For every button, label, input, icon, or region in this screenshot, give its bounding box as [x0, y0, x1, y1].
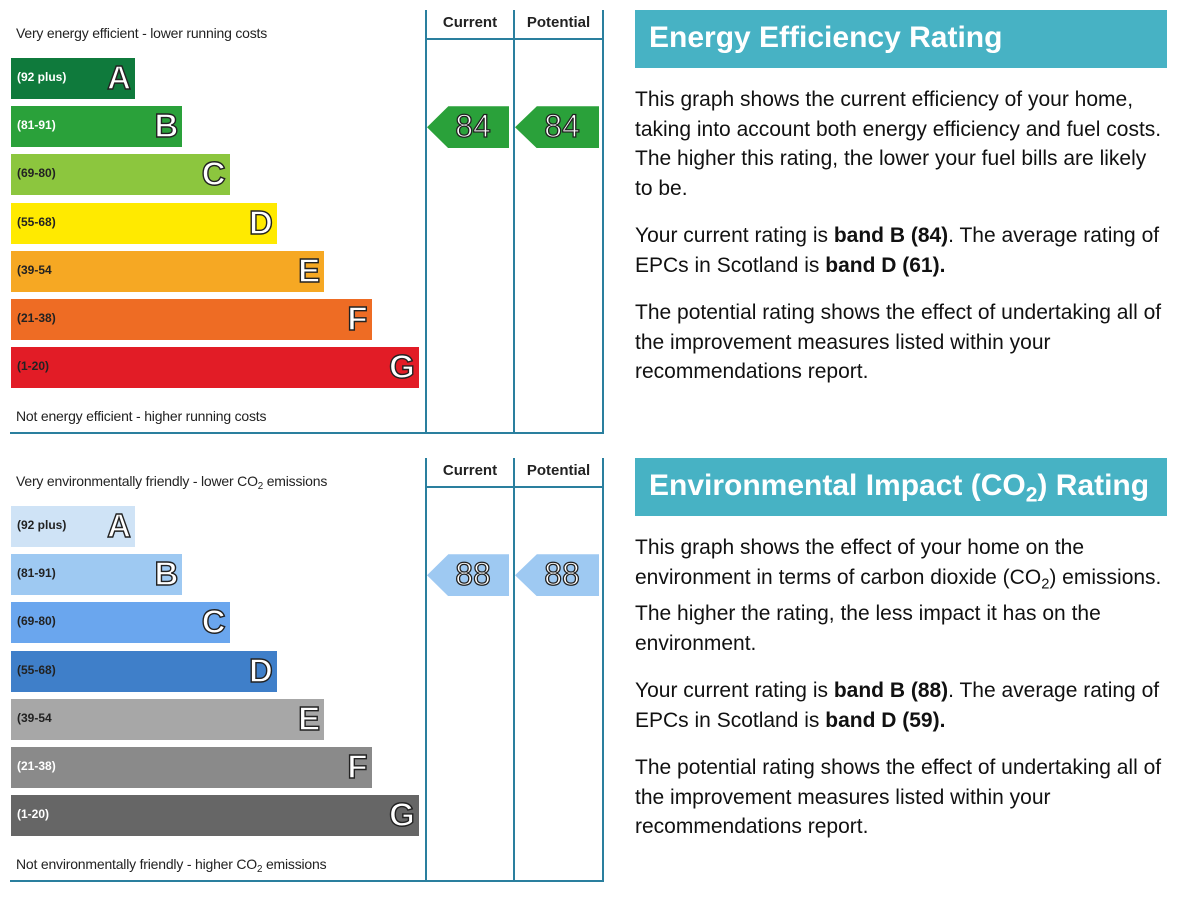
band-e-bar: (39-54 E: [11, 698, 325, 740]
band-d-bar: (55-68) D: [11, 650, 277, 692]
band-g-range: (1-20): [17, 359, 50, 374]
energy-top-caption: Very energy efficient - lower running co…: [16, 25, 268, 41]
environment-heading: Environmental Impact (CO2) Rating: [635, 458, 1167, 516]
band-b-letter: B: [154, 106, 179, 145]
band-a-bar: (92 plus) A: [11, 58, 135, 99]
environment-top-caption: Very environmentally friendly - lower CO…: [16, 473, 328, 492]
environment-potential-value: 88: [544, 556, 581, 593]
environment-paragraph-3: The potential rating shows the effect of…: [635, 756, 1162, 839]
energy-chart-frame: [10, 10, 604, 434]
band-b-bar: (81-91) B: [11, 106, 183, 148]
band-g-letter: G: [388, 795, 415, 834]
environment-paragraph-1: This graph shows the effect of your home…: [635, 536, 1162, 655]
potential-column-divider: [513, 10, 515, 432]
energy-paragraph-1: This graph shows the current efficiency …: [635, 88, 1162, 200]
environment-average-band: band D (59).: [825, 708, 946, 732]
band-f-range: (21-38): [17, 311, 56, 325]
energy-text-panel: Energy Efficiency Rating This graph show…: [635, 10, 1167, 387]
band-g-bar: (1-20) G: [11, 795, 419, 837]
current-column-header: Current: [442, 14, 498, 31]
energy-paragraph-2: Your current rating is band B (84). The …: [635, 224, 1160, 277]
band-f-letter: F: [347, 299, 369, 337]
band-d-range: (55-68): [17, 662, 56, 677]
band-c-bar: (69-80) C: [11, 602, 230, 644]
band-a-bar: (92 plus) A: [11, 506, 135, 547]
band-b-range: (81-91): [17, 118, 56, 133]
environment-current-band: band B (88): [833, 679, 949, 703]
column-header-line: [425, 486, 604, 488]
band-f-letter: F: [347, 747, 369, 785]
environment-current-value: 88: [455, 556, 492, 593]
band-b-letter: B: [154, 554, 179, 593]
band-e-letter: E: [297, 251, 321, 289]
band-f-bar: (21-38) F: [11, 299, 372, 340]
energy-chart: Current Potential Very energy efficient …: [10, 10, 604, 434]
energy-bottom-caption: Not energy efficient - higher running co…: [16, 408, 267, 424]
band-c-range: (69-80): [17, 166, 56, 181]
band-b-range: (81-91): [17, 566, 56, 581]
band-f-range: (21-38): [17, 759, 56, 773]
band-f-bar: (21-38) F: [11, 747, 372, 788]
energy-section: Current Potential Very energy efficient …: [0, 0, 1200, 440]
band-e-letter: E: [297, 699, 321, 737]
energy-potential-value: 84: [544, 108, 581, 145]
band-g-letter: G: [388, 347, 415, 386]
band-a-range: (92 plus): [17, 518, 67, 532]
band-g-range: (1-20): [17, 807, 50, 822]
energy-heading: Energy Efficiency Rating: [635, 10, 1167, 68]
band-a-letter: A: [106, 58, 131, 96]
current-column-divider: [425, 10, 427, 432]
band-a-letter: A: [106, 506, 131, 544]
environment-section: Current Potential Very environmentally f…: [0, 448, 1200, 888]
band-d-letter: D: [248, 651, 273, 689]
environment-text-panel: Environmental Impact (CO2) Rating This g…: [635, 458, 1167, 842]
band-g-bar: (1-20) G: [11, 347, 419, 389]
band-e-range: (39-54: [17, 710, 52, 725]
environment-current-arrow: 88: [427, 554, 509, 597]
energy-average-band: band D (61).: [825, 253, 946, 277]
potential-column-header: Potential: [526, 462, 591, 479]
right-frame-line: [602, 458, 604, 880]
band-b-bar: (81-91) B: [11, 554, 183, 596]
potential-column-header: Potential: [526, 14, 591, 31]
band-e-range: (39-54: [17, 262, 52, 277]
column-header-line: [425, 38, 604, 40]
current-column-divider: [425, 458, 427, 880]
band-d-bar: (55-68) D: [11, 202, 277, 244]
energy-current-value: 84: [455, 108, 492, 145]
band-d-range: (55-68): [17, 214, 56, 229]
energy-paragraph-3: The potential rating shows the effect of…: [635, 301, 1162, 383]
environment-chart-frame: [10, 458, 604, 882]
band-e-bar: (39-54 E: [11, 250, 325, 292]
band-d-letter: D: [248, 203, 273, 241]
current-column-header: Current: [442, 462, 498, 479]
environment-paragraph-2: Your current rating is band B (88). The …: [635, 679, 1160, 732]
environment-bottom-caption: Not environmentally friendly - higher CO…: [16, 856, 327, 875]
band-c-letter: C: [201, 155, 226, 193]
band-c-range: (69-80): [17, 614, 56, 629]
band-c-bar: (69-80) C: [11, 154, 230, 196]
potential-column-divider: [513, 458, 515, 880]
energy-current-band: band B (84): [833, 224, 949, 247]
environment-chart: Current Potential Very environmentally f…: [10, 458, 604, 882]
band-a-range: (92 plus): [17, 70, 67, 84]
band-c-letter: C: [201, 603, 226, 641]
right-frame-line: [602, 10, 604, 432]
